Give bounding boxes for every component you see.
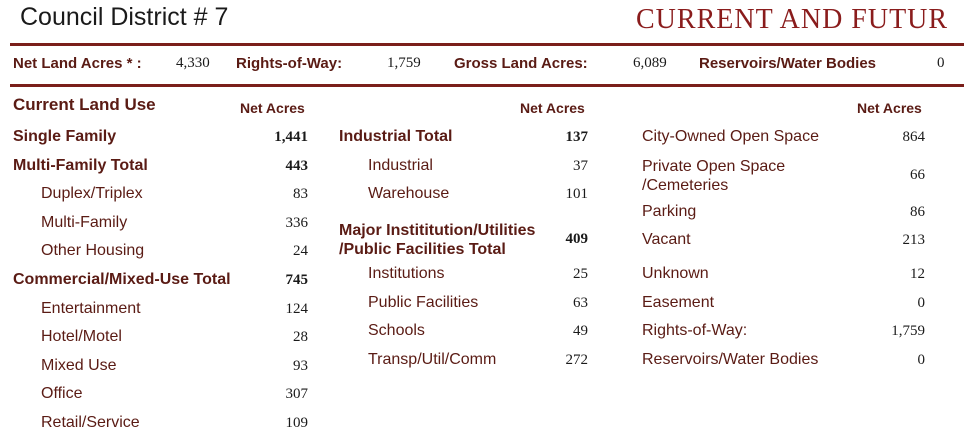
col2-row-6-value: 49 — [573, 323, 588, 339]
col1-net-acres-header: Net Acres — [240, 100, 305, 116]
col1-row-7-value: 28 — [293, 329, 308, 345]
col1-row-1-value: 443 — [285, 158, 309, 174]
district-title: Council District # 7 — [20, 3, 229, 31]
col2-row-6-label: Schools — [368, 322, 425, 339]
reservoirs-value: 0 — [937, 55, 945, 71]
col1-row-3-label: Multi-Family — [41, 214, 128, 231]
col2-row-7-value: 272 — [565, 352, 589, 368]
col1-row-5-label: Commercial/Mixed-Use Total — [13, 271, 231, 288]
col2-row-1-value: 37 — [573, 158, 588, 174]
col2-net-acres-header: Net Acres — [520, 100, 585, 116]
col3-row-4-label: Unknown — [642, 265, 709, 282]
banner-title: CURRENT AND FUTUR — [636, 4, 949, 35]
rights-of-way-label: Rights-of-Way: — [236, 55, 343, 72]
col3-row-1-value: 66 — [910, 167, 925, 183]
col3-row-5-label: Easement — [642, 294, 715, 311]
col3-row-1-label: Private Open Space /Cemeteries — [642, 158, 786, 194]
col3-row-7-value: 0 — [917, 352, 926, 368]
col1-row-2-value: 83 — [293, 186, 308, 202]
top-divider — [10, 43, 964, 46]
col1-row-6-label: Entertainment — [41, 300, 141, 317]
section-title: Current Land Use — [13, 95, 156, 114]
col3-net-acres-header: Net Acres — [857, 100, 922, 116]
net-land-acres-label: Net Land Acres * : — [13, 55, 142, 72]
col3-row-2-value: 86 — [910, 204, 925, 220]
reservoirs-label: Reservoirs/Water Bodies — [699, 55, 877, 72]
col1-row-9-value: 307 — [285, 386, 309, 402]
col2-row-4-label: Institutions — [368, 265, 445, 282]
col1-row-10-value: 109 — [285, 415, 309, 431]
col3-row-5-value: 0 — [917, 295, 926, 311]
summary-divider — [10, 84, 964, 87]
col3-row-6-label: Rights-of-Way: — [642, 322, 748, 339]
col1-row-8-label: Mixed Use — [41, 357, 117, 374]
col3-row-3-label: Vacant — [642, 231, 691, 248]
col1-row-0-value: 1,441 — [274, 129, 308, 145]
col3-row-7-label: Reservoirs/Water Bodies — [642, 351, 819, 368]
col3-row-3-value: 213 — [902, 232, 926, 248]
col1-row-8-value: 93 — [293, 358, 308, 374]
col1-row-4-label: Other Housing — [41, 242, 145, 259]
col2-row-2-value: 101 — [565, 186, 589, 202]
col3-row-4-value: 12 — [910, 266, 925, 282]
col2-row-7-label: Transp/Util/Comm — [368, 351, 497, 368]
col2-row-1-label: Industrial — [368, 157, 433, 174]
rights-of-way-value: 1,759 — [387, 55, 421, 71]
col3-row-2-label: Parking — [642, 203, 697, 220]
gross-land-acres-value: 6,089 — [633, 55, 667, 71]
col2-row-4-value: 25 — [573, 266, 588, 282]
col1-row-6-value: 124 — [285, 301, 309, 317]
col2-row-0-value: 137 — [565, 129, 589, 145]
col1-row-1-label: Multi-Family Total — [13, 157, 148, 174]
col1-row-7-label: Hotel/Motel — [41, 328, 122, 345]
col3-row-0-value: 864 — [902, 129, 926, 145]
col2-row-2-label: Warehouse — [368, 185, 450, 202]
net-land-acres-value: 4,330 — [176, 55, 210, 71]
gross-land-acres-label: Gross Land Acres: — [454, 55, 588, 72]
col2-row-5-value: 63 — [573, 295, 588, 311]
col2-row-0-label: Industrial Total — [339, 128, 453, 145]
col1-row-4-value: 24 — [293, 243, 308, 259]
col1-row-10-label: Retail/Service — [41, 414, 140, 431]
col2-row-5-label: Public Facilities — [368, 294, 479, 311]
col1-row-9-label: Office — [41, 385, 83, 402]
col2-row-3-value: 409 — [565, 231, 589, 247]
col1-row-3-value: 336 — [285, 215, 309, 231]
col2-row-3-label: Major Instititution/Utilities /Public Fa… — [339, 222, 536, 258]
col1-row-5-value: 745 — [285, 272, 309, 288]
col1-row-2-label: Duplex/Triplex — [41, 185, 143, 202]
col1-row-0-label: Single Family — [13, 128, 117, 145]
col3-row-0-label: City-Owned Open Space — [642, 128, 819, 145]
col3-row-6-value: 1,759 — [891, 323, 925, 339]
